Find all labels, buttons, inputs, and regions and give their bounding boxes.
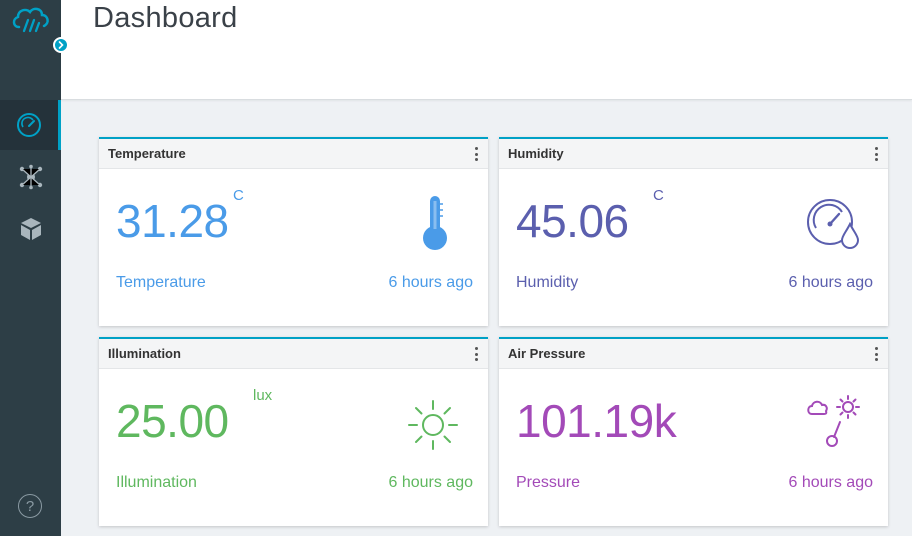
sidebar-expand-button[interactable]: [53, 37, 69, 53]
temperature-value: 31.28: [116, 195, 229, 247]
illumination-value: 25.00: [116, 395, 229, 447]
temperature-unit: C: [233, 187, 244, 204]
cube-icon: [20, 218, 41, 240]
card-header: Temperature: [99, 139, 488, 169]
card-title: Air Pressure: [508, 346, 586, 361]
temperature-card: Temperature 31.28 C Temperature 6 hours …: [99, 137, 488, 326]
app-logo[interactable]: [0, 0, 61, 40]
card-title: Humidity: [508, 146, 564, 161]
page-header: Dashboard: [61, 0, 912, 100]
sun-icon: [408, 400, 458, 450]
card-header: Illumination: [99, 339, 488, 369]
sidebar: ?: [0, 0, 61, 536]
temperature-timestamp: 6 hours ago: [388, 274, 473, 291]
help-icon[interactable]: ?: [18, 494, 42, 518]
network-hub-icon: [19, 164, 42, 190]
thermometer-icon: [423, 196, 447, 250]
pressure-value: 101.19k: [516, 395, 677, 447]
air-pressure-card: Air Pressure 101.19k Pressure 6 hours ag…: [499, 337, 888, 526]
sidebar-item-dashboard[interactable]: [0, 100, 61, 150]
sidebar-item-devices[interactable]: [0, 152, 61, 202]
card-menu-button[interactable]: [472, 145, 480, 163]
card-menu-button[interactable]: [472, 345, 480, 363]
humidity-unit: C: [653, 187, 664, 204]
humidity-timestamp: 6 hours ago: [788, 274, 873, 291]
card-header: Air Pressure: [499, 339, 888, 369]
temperature-label: Temperature: [116, 274, 206, 291]
illumination-label: Illumination: [116, 474, 197, 491]
humidity-label: Humidity: [516, 274, 579, 291]
weather-pressure-icon: [807, 395, 860, 447]
illumination-card: Illumination 25.00 lux Illumination 6 ho…: [99, 337, 488, 526]
pressure-timestamp: 6 hours ago: [788, 474, 873, 491]
card-header: Humidity: [499, 139, 888, 169]
humidity-card: Humidity 45.06 C Humidity 6 hours ago: [499, 137, 888, 326]
chevron-right-icon: [58, 41, 64, 49]
cloud-logo-icon: [12, 7, 49, 33]
sidebar-item-products[interactable]: [0, 204, 61, 254]
dashboard-gauge-icon: [17, 113, 41, 137]
page-title: Dashboard: [93, 2, 238, 34]
card-menu-button[interactable]: [872, 145, 880, 163]
illumination-unit: lux: [253, 387, 273, 404]
pressure-label: Pressure: [516, 474, 581, 491]
card-menu-button[interactable]: [872, 345, 880, 363]
card-title: Illumination: [108, 346, 181, 361]
humidity-gauge-icon: [807, 199, 860, 249]
illumination-timestamp: 6 hours ago: [388, 474, 473, 491]
card-title: Temperature: [108, 146, 186, 161]
humidity-value: 45.06: [516, 195, 629, 247]
